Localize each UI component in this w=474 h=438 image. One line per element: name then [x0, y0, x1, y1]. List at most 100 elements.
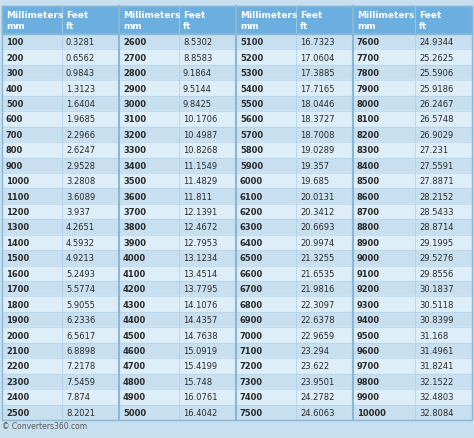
Text: 1300: 1300: [6, 223, 29, 232]
Bar: [2, 127, 472, 143]
Text: 9400: 9400: [357, 315, 380, 325]
Text: 32.8084: 32.8084: [419, 408, 454, 417]
Text: 30.5118: 30.5118: [419, 300, 453, 309]
Text: 7000: 7000: [240, 331, 263, 340]
Text: 9800: 9800: [357, 377, 380, 386]
Text: 12.1391: 12.1391: [183, 208, 217, 216]
Text: 10.8268: 10.8268: [183, 146, 218, 155]
Text: 21.6535: 21.6535: [300, 269, 334, 278]
Bar: [2, 343, 472, 358]
Text: 8.8583: 8.8583: [183, 53, 212, 63]
Text: 12.7953: 12.7953: [183, 238, 218, 247]
Bar: [2, 173, 472, 189]
Text: 30.8399: 30.8399: [419, 315, 454, 325]
Text: 7800: 7800: [357, 69, 380, 78]
Text: 3600: 3600: [123, 192, 146, 201]
Text: 31.168: 31.168: [419, 331, 448, 340]
Text: 5100: 5100: [240, 38, 263, 47]
Bar: [2, 328, 472, 343]
Text: 1500: 1500: [6, 254, 29, 263]
Text: 27.5591: 27.5591: [419, 161, 453, 170]
Text: 29.1995: 29.1995: [419, 238, 453, 247]
Text: 7.2178: 7.2178: [66, 362, 95, 371]
Text: 7900: 7900: [357, 85, 380, 93]
Text: 11.1549: 11.1549: [183, 161, 217, 170]
Text: 18.3727: 18.3727: [300, 115, 335, 124]
Text: 6500: 6500: [240, 254, 263, 263]
Text: 8400: 8400: [357, 161, 380, 170]
Text: 14.7638: 14.7638: [183, 331, 218, 340]
Text: 3300: 3300: [123, 146, 146, 155]
Bar: [2, 112, 472, 127]
Text: 200: 200: [6, 53, 23, 63]
Text: 23.294: 23.294: [300, 346, 329, 355]
Text: 2600: 2600: [123, 38, 146, 47]
Bar: [2, 158, 472, 173]
Text: 24.9344: 24.9344: [419, 38, 453, 47]
Text: 16.0761: 16.0761: [183, 392, 218, 401]
Text: 17.7165: 17.7165: [300, 85, 335, 93]
Text: Millimeters
mm: Millimeters mm: [123, 11, 181, 31]
Text: 7200: 7200: [240, 362, 263, 371]
Text: 900: 900: [6, 161, 23, 170]
Text: 8300: 8300: [357, 146, 380, 155]
Text: 13.1234: 13.1234: [183, 254, 218, 263]
Text: 2900: 2900: [123, 85, 146, 93]
Text: 6200: 6200: [240, 208, 263, 216]
Bar: [2, 251, 472, 266]
Bar: [2, 205, 472, 220]
Text: 3700: 3700: [123, 208, 146, 216]
Text: 6800: 6800: [240, 300, 263, 309]
Text: 4100: 4100: [123, 269, 146, 278]
Text: 8200: 8200: [357, 131, 380, 140]
Text: 2800: 2800: [123, 69, 146, 78]
Text: 800: 800: [6, 146, 23, 155]
Text: 3900: 3900: [123, 238, 146, 247]
Text: 5.5774: 5.5774: [66, 285, 95, 293]
Bar: [2, 143, 472, 158]
Text: 27.231: 27.231: [419, 146, 448, 155]
Text: 17.3885: 17.3885: [300, 69, 335, 78]
Text: 16.4042: 16.4042: [183, 408, 217, 417]
Text: 2200: 2200: [6, 362, 29, 371]
Text: 5800: 5800: [240, 146, 263, 155]
Text: 4.5932: 4.5932: [66, 238, 95, 247]
Text: 3500: 3500: [123, 177, 146, 186]
Bar: [2, 374, 472, 389]
Text: 6900: 6900: [240, 315, 263, 325]
Text: 1700: 1700: [6, 285, 29, 293]
Text: 19.0289: 19.0289: [300, 146, 334, 155]
Text: 100: 100: [6, 38, 23, 47]
Text: 1800: 1800: [6, 300, 29, 309]
Text: 6.2336: 6.2336: [66, 315, 95, 325]
Text: 16.7323: 16.7323: [300, 38, 335, 47]
Text: 3200: 3200: [123, 131, 146, 140]
Text: 5900: 5900: [240, 161, 263, 170]
Text: 26.9029: 26.9029: [419, 131, 453, 140]
Text: 5000: 5000: [123, 408, 146, 417]
Text: 9000: 9000: [357, 254, 380, 263]
Text: 700: 700: [6, 131, 23, 140]
Text: 10.1706: 10.1706: [183, 115, 218, 124]
Text: 12.4672: 12.4672: [183, 223, 218, 232]
Text: Millimeters
mm: Millimeters mm: [240, 11, 297, 31]
Bar: [2, 189, 472, 205]
Text: 9300: 9300: [357, 300, 380, 309]
Text: 15.0919: 15.0919: [183, 346, 217, 355]
Text: 9.1864: 9.1864: [183, 69, 212, 78]
Text: Feet
ft: Feet ft: [66, 11, 88, 31]
Bar: [2, 389, 472, 405]
Text: 4600: 4600: [123, 346, 146, 355]
Text: 22.9659: 22.9659: [300, 331, 334, 340]
Text: 8800: 8800: [357, 223, 380, 232]
Text: 500: 500: [6, 100, 23, 109]
Text: 10000: 10000: [357, 408, 386, 417]
Text: 2700: 2700: [123, 53, 146, 63]
Text: 25.5906: 25.5906: [419, 69, 453, 78]
Text: 2100: 2100: [6, 346, 29, 355]
Text: 30.1837: 30.1837: [419, 285, 454, 293]
Bar: [2, 35, 472, 50]
Text: 6300: 6300: [240, 223, 263, 232]
Text: 24.6063: 24.6063: [300, 408, 335, 417]
Bar: [2, 235, 472, 251]
